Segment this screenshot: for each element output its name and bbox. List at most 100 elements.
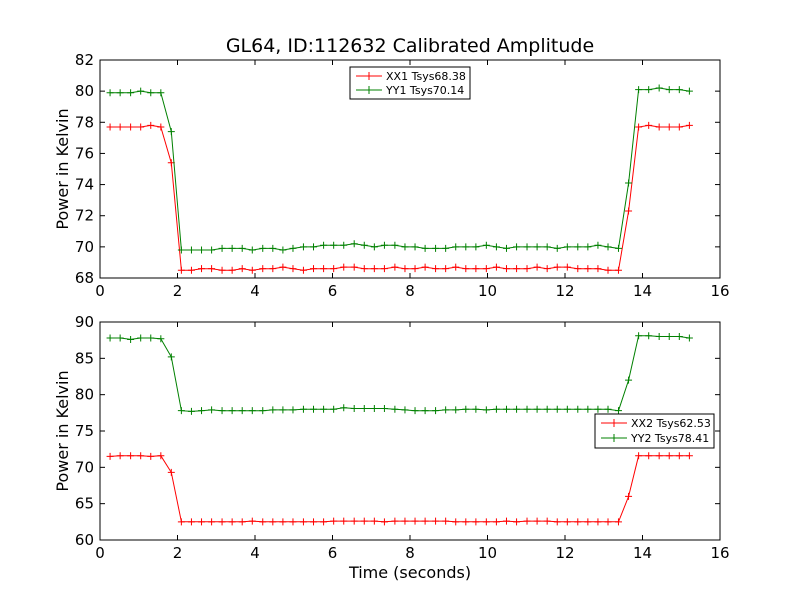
top-series-yy-point: [370, 243, 378, 251]
bottom-series-xx-point: [563, 518, 571, 526]
bottom-series-yy-point: [492, 405, 500, 413]
bottom-x-tick-label: 6: [328, 544, 338, 562]
bottom-series-xx-point: [106, 452, 114, 460]
top-series-xx-point: [563, 263, 571, 271]
top-series-xx-point: [411, 265, 419, 273]
top-series-yy-line: [110, 87, 690, 251]
top-plot-frame: [99, 59, 721, 279]
top-series-yy-point: [259, 244, 267, 252]
top-series-xx-point: [492, 263, 500, 271]
bottom-series-xx-point: [340, 517, 348, 525]
top-y-tick-label: 72: [75, 207, 94, 225]
bottom-series-xx-point: [177, 518, 185, 526]
top-series-xx-point: [187, 266, 195, 274]
top-series-xx-point: [330, 265, 338, 273]
top-series-yy-point: [523, 243, 531, 251]
top-series-yy-point: [198, 246, 206, 254]
top-series-xx-point: [279, 263, 287, 271]
top-series-yy-point: [614, 244, 622, 252]
bottom-series-xx-point: [380, 518, 388, 526]
top-series-yy-point: [228, 244, 236, 252]
bottom-series-xx-point: [432, 517, 440, 525]
bottom-series-yy-point: [635, 332, 643, 340]
bottom-plot-frame: [99, 321, 721, 541]
bottom-series-yy-point: [655, 333, 663, 341]
top-series-group: [106, 84, 693, 274]
bottom-series-yy-point: [523, 405, 531, 413]
bottom-series-xx-point: [330, 517, 338, 525]
bottom-series-yy-point: [127, 335, 135, 343]
bottom-series-yy-point: [533, 405, 541, 413]
top-series-xx-point: [248, 266, 256, 274]
bottom-x-tick-label: 4: [250, 544, 260, 562]
top-series-yy-point: [279, 246, 287, 254]
top-series-yy-point: [401, 243, 409, 251]
bottom-series-xx-point: [543, 517, 551, 525]
top-series-xx-point: [218, 266, 226, 274]
top-series-xx-point: [523, 265, 531, 273]
top-series-yy-point: [269, 244, 277, 252]
top-series-xx-point: [482, 265, 490, 273]
top-series-xx-point: [391, 263, 399, 271]
bottom-series-yy-point: [604, 405, 612, 413]
bottom-series-yy-point: [563, 405, 571, 413]
bottom-series-yy-point: [452, 406, 460, 414]
top-y-tick-label: 80: [75, 82, 94, 100]
top-series-yy-point: [299, 243, 307, 251]
bottom-series-xx-point: [584, 518, 592, 526]
bottom-series-yy-point: [198, 407, 206, 415]
top-series-xx-point: [157, 123, 165, 131]
top-series-xx-point: [370, 265, 378, 273]
bottom-series-yy-point: [360, 404, 368, 412]
bottom-series-xx-line: [110, 455, 690, 523]
bottom-series-yy-point: [584, 405, 592, 413]
bottom-series-yy-point: [350, 404, 358, 412]
top-series-yy-point: [665, 86, 673, 94]
bottom-series-yy-point: [380, 404, 388, 412]
bottom-series-xx-point: [167, 468, 175, 476]
bottom-series-group: [106, 332, 693, 526]
top-series-yy-point: [330, 241, 338, 249]
bottom-y-tick-label: 75: [75, 422, 94, 440]
top-series-xx-point: [198, 265, 206, 273]
top-series-yy-point: [116, 89, 124, 97]
bottom-legend-box: [594, 413, 715, 449]
top-series-yy-point: [137, 87, 145, 95]
top-series-xx-point: [320, 265, 328, 273]
bottom-series-yy-point: [594, 405, 602, 413]
bottom-series-yy-point: [614, 407, 622, 415]
top-series-yy-point: [147, 89, 155, 97]
top-series-yy-point: [432, 244, 440, 252]
top-series-yy-point: [604, 243, 612, 251]
top-series-yy-point: [442, 244, 450, 252]
top-series-xx-point: [421, 263, 429, 271]
bottom-series-xx-point: [157, 452, 165, 460]
top-x-tick-label: 4: [250, 282, 260, 300]
top-x-tick-label: 6: [328, 282, 338, 300]
top-y-tick-label: 82: [75, 51, 94, 69]
top-series-yy-point: [513, 243, 521, 251]
bottom-series-yy-point: [279, 406, 287, 414]
top-series-yy-point: [452, 243, 460, 251]
top-series-yy-point: [502, 244, 510, 252]
bottom-x-tick-label: 8: [405, 544, 415, 562]
bottom-legend: XX2 Tsys62.53 YY2 Tsys78.41: [594, 413, 715, 449]
bottom-series-xx-point: [411, 517, 419, 525]
bottom-series-yy-point: [472, 405, 480, 413]
bottom-series-xx-point: [279, 518, 287, 526]
top-series-xx-point: [472, 265, 480, 273]
top-series-yy-point: [533, 243, 541, 251]
top-series-yy-point: [625, 179, 633, 187]
top-series-yy-point: [380, 241, 388, 249]
top-series-yy-point: [462, 243, 470, 251]
bottom-series-xx-point: [442, 517, 450, 525]
top-series-xx-point: [645, 121, 653, 129]
bottom-series-yy-point: [645, 332, 653, 340]
top-series-yy-point: [543, 243, 551, 251]
bottom-series-xx-point: [127, 452, 135, 460]
top-series-xx-point: [401, 265, 409, 273]
bottom-series-yy-point: [299, 405, 307, 413]
top-series-xx-point: [127, 123, 135, 131]
